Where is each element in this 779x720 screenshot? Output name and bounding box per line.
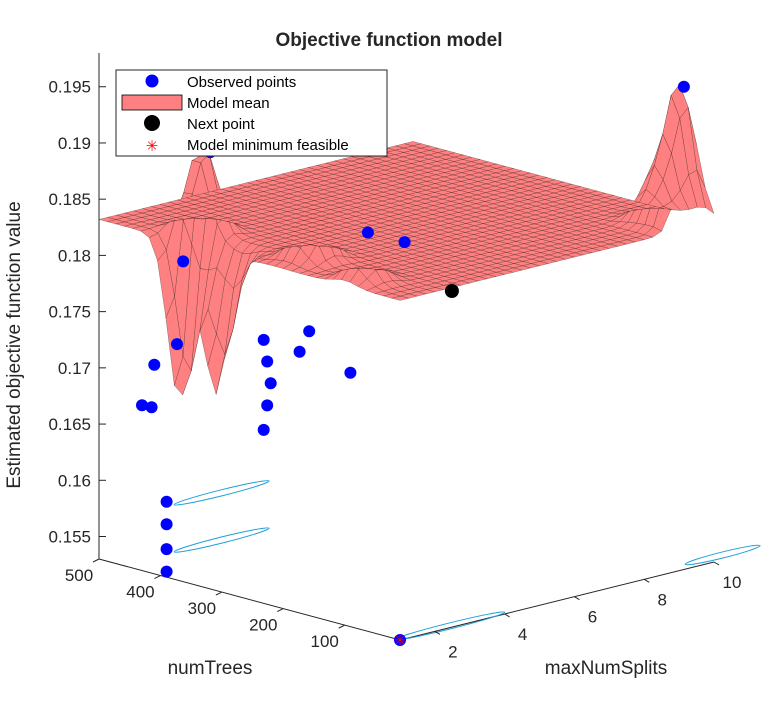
legend-observed-label: Observed points [187,74,296,91]
x-tick-label: 4 [518,625,527,644]
legend-minimum-label: Model minimum feasible [187,137,349,154]
y-tick-mark [277,608,284,613]
z-axis-label: Estimated objective function value [4,201,25,488]
observed-point [160,543,173,556]
observed-points-layer: ✳ [136,72,690,648]
observed-point [677,80,690,93]
legend: Observed points Model mean Next point ✳ … [115,69,388,157]
x-tick-mark [713,561,720,566]
x-axis-label: maxNumSplits [545,658,667,679]
y-tick-mark [154,575,161,579]
observed-point [171,338,183,351]
y-tick-label: 300 [188,599,216,618]
next-point [444,284,459,298]
z-tick-label: 0.165 [48,415,91,434]
z-tick-label: 0.195 [48,78,91,97]
x-tick-label: 8 [657,590,666,609]
legend-box [115,69,388,157]
observed-point [148,358,161,371]
y-tick-mark [215,591,223,596]
observed-point [361,226,374,239]
observed-point [293,345,306,358]
observed-point [257,423,270,436]
observed-point [177,255,190,268]
y-tick-mark [92,558,100,563]
axis-line-1 [98,558,401,641]
axis-ticks: 0.155 0.16 0.165 0.17 0.175 0.18 0.185 0.19 0.19… [48,78,741,662]
observed-point [145,401,158,414]
legend-minimum-marker: ✳ [146,138,159,155]
z-tick-label: 0.17 [58,359,91,378]
y-tick-label: 200 [249,616,277,635]
x-tick-mark [434,630,441,635]
observed-point [160,495,173,508]
y-tick-label: 400 [126,583,154,602]
x-tick-mark [643,578,650,583]
observed-point [394,634,406,646]
x-tick-label: 2 [448,642,457,661]
x-tick-label: 6 [588,608,597,627]
observed-point [136,399,148,412]
z-tick-label: 0.155 [48,528,91,547]
legend-next-point-label: Next point [187,116,255,133]
legend-next-point-marker [144,115,160,131]
observed-point [257,333,270,346]
z-tick-label: 0.175 [48,303,91,322]
legend-model-mean-patch [121,94,183,111]
observed-point [264,377,277,390]
contour-line [173,527,270,553]
surface-facet [403,141,422,146]
observed-point [160,518,173,531]
contour-line [173,480,270,506]
observed-point [261,399,274,412]
z-tick-label: 0.19 [58,134,91,153]
legend-model-mean-label: Model mean [187,95,270,112]
x-tick-label: 10 [723,573,742,592]
observed-point [344,366,357,379]
legend-observed-marker [145,74,159,88]
y-axis-label: numTrees [168,658,253,679]
x-tick-mark [504,613,510,618]
contour-line [684,544,761,566]
z-tick-label: 0.185 [48,190,91,209]
chart-title: Objective function model [276,30,503,51]
y-tick-label: 500 [65,566,93,585]
z-tick-label: 0.16 [58,471,91,490]
observed-point [303,325,316,338]
y-tick-mark [338,624,345,629]
observed-point [160,565,173,578]
model-mean-surface [98,84,715,396]
x-tick-mark [574,596,580,601]
z-tick-label: 0.18 [58,246,91,265]
axis-line-0 [399,561,715,641]
observed-point [398,236,411,249]
y-tick-label: 100 [311,632,339,651]
model-minimum-feasible-point: ✳ [394,632,406,648]
observed-point [261,355,274,368]
axes-frame [98,53,715,641]
